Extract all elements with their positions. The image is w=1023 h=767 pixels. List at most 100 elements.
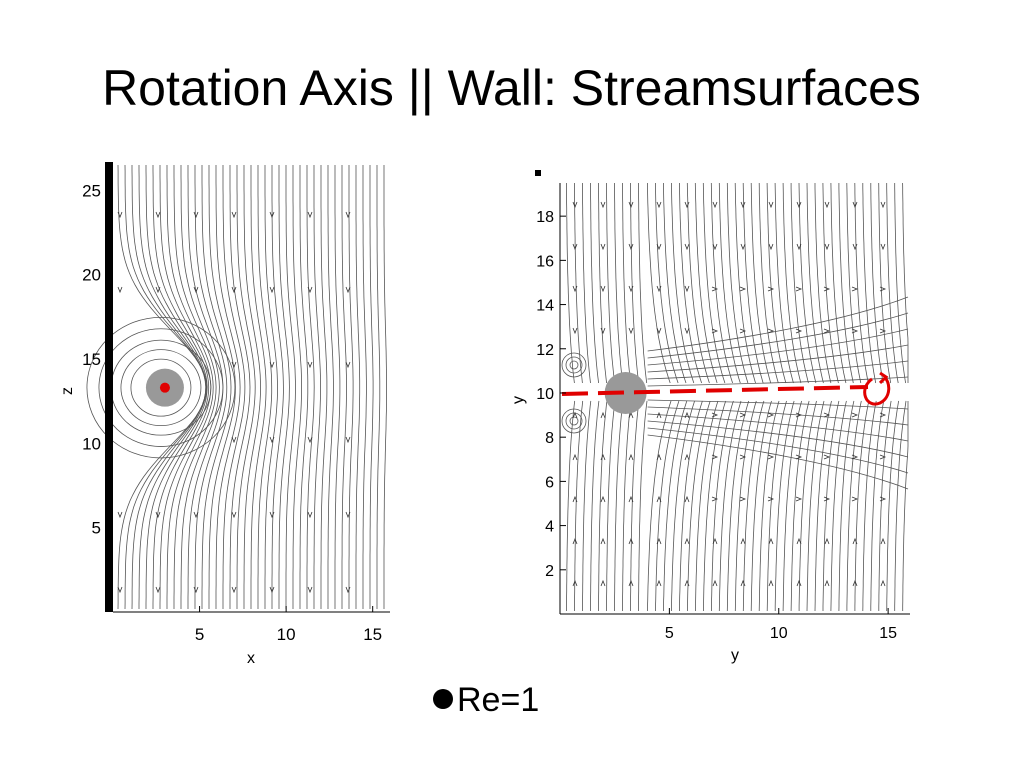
x-tick-label: 15 [879, 625, 897, 642]
flow-arrow [740, 201, 746, 209]
x-tick-label: 15 [363, 625, 382, 644]
flow-arrow [880, 243, 886, 251]
streamline [647, 413, 909, 442]
flow-arrow [796, 243, 802, 251]
flow-arrow [307, 436, 313, 444]
streamline [574, 400, 584, 611]
flow-arrow [768, 243, 774, 251]
flow-arrow [193, 586, 199, 594]
flow-arrow [345, 211, 351, 219]
streamline [590, 400, 600, 611]
flow-arrow [852, 579, 858, 587]
x-tick-label: 10 [770, 625, 788, 642]
flow-arrow [852, 537, 858, 545]
flow-arrow [795, 496, 803, 502]
flow-arrow [851, 328, 859, 334]
streamline [894, 183, 906, 384]
flow-arrow [600, 201, 606, 209]
streamline [638, 400, 648, 611]
flow-arrow [739, 412, 747, 418]
streamline [710, 182, 733, 384]
streamline [622, 400, 632, 611]
rotation-arrow-icon [863, 371, 891, 406]
streamline [854, 400, 870, 611]
flow-arrow [711, 286, 719, 292]
bullet-dot-icon [433, 689, 453, 709]
streamline [383, 165, 388, 609]
right-x-axis-label: y [731, 647, 739, 664]
streamline-loop [130, 358, 192, 417]
streamline [582, 183, 591, 384]
bullet-text: Re=1 [457, 681, 540, 719]
flow-arrow [307, 586, 313, 594]
vortex [569, 360, 579, 370]
streamline [758, 400, 780, 611]
y-tick-label: 2 [545, 563, 554, 580]
flow-arrow [656, 201, 662, 209]
streamline [201, 165, 232, 609]
flow-arrow [628, 579, 634, 587]
flow-arrow [345, 361, 351, 369]
y-tick-label: 10 [536, 386, 554, 403]
streamline [250, 165, 267, 609]
flow-arrow [572, 579, 578, 587]
right-flow-arrows [572, 201, 887, 587]
flow-arrow [600, 579, 606, 587]
streamline [327, 165, 334, 609]
right-streamlines [561, 182, 909, 611]
streamline [630, 183, 640, 384]
flow-arrow [824, 579, 830, 587]
flow-arrow [684, 453, 690, 461]
streamline [647, 360, 909, 380]
left-x-axis-label: x [247, 650, 255, 667]
streamline [145, 165, 208, 609]
slide-title: Rotation Axis || Wall: Streamsurfaces [102, 60, 921, 116]
streamline [878, 182, 892, 384]
flow-arrow [767, 286, 775, 292]
flow-arrow [269, 361, 275, 369]
streamline [742, 400, 765, 611]
flow-arrow [823, 412, 831, 418]
y-tick-label: 16 [536, 253, 554, 270]
flow-arrow [768, 537, 774, 545]
streamline [131, 165, 207, 610]
flow-arrow [824, 537, 830, 545]
flow-arrow [345, 286, 351, 294]
flow-arrow [880, 579, 886, 587]
streamline [886, 183, 899, 384]
streamline [870, 400, 885, 611]
streamline [814, 400, 832, 611]
streamline [376, 165, 381, 609]
flow-arrow [155, 211, 161, 219]
flow-arrow [628, 201, 634, 209]
streamline [822, 182, 839, 384]
streamline [647, 376, 909, 387]
streamline [846, 400, 862, 611]
flow-arrow [740, 243, 746, 251]
flow-arrow [656, 327, 662, 335]
streamline [313, 165, 321, 609]
streamline [264, 165, 278, 609]
streamline [243, 165, 262, 609]
vortex [561, 408, 587, 434]
streamline [782, 400, 802, 611]
streamline [566, 400, 576, 611]
flow-arrow [572, 411, 578, 419]
flow-arrow [600, 495, 606, 503]
y-tick-label: 10 [82, 434, 101, 453]
bullet-item: Re=1 [433, 680, 539, 720]
flow-arrow [739, 454, 747, 460]
flow-arrow [269, 211, 275, 219]
streamline [598, 183, 607, 384]
streamline [894, 400, 907, 611]
vortex [565, 356, 583, 374]
streamline [830, 182, 847, 384]
flow-arrow [656, 411, 662, 419]
flow-arrow [656, 495, 662, 503]
streamline [647, 182, 671, 384]
y-tick-label: 25 [82, 181, 101, 200]
y-tick-label: 8 [545, 430, 554, 447]
flow-arrow [656, 537, 662, 545]
streamline [718, 182, 741, 384]
